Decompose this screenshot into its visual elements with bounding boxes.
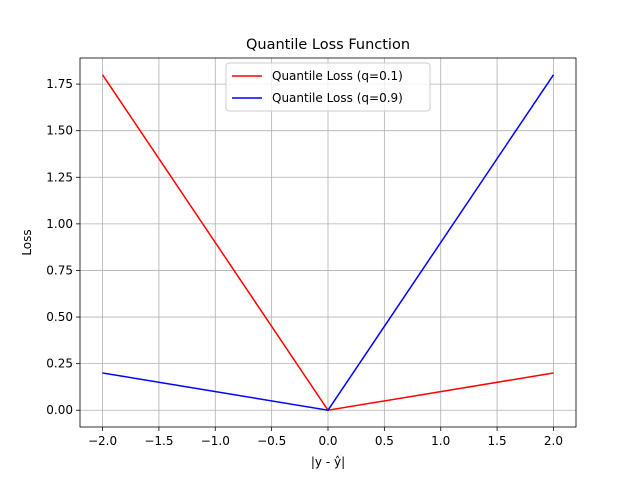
series-lines bbox=[101, 74, 555, 412]
x-tick-label: 0.0 bbox=[318, 434, 337, 448]
x-tick-label: 1.5 bbox=[488, 434, 507, 448]
x-tick-label: 1.0 bbox=[431, 434, 450, 448]
y-ticks: 0.00 0.25 0.50 0.75 1.00 1.25 1.50 1.75 bbox=[46, 77, 80, 417]
chart-title: Quantile Loss Function bbox=[246, 37, 410, 53]
x-tick-label: −1.0 bbox=[201, 434, 230, 448]
y-tick-label: 1.50 bbox=[46, 124, 73, 138]
y-tick-label: 0.75 bbox=[46, 263, 73, 277]
x-axis-label: |y - ŷ| bbox=[311, 455, 345, 469]
y-tick-label: 1.25 bbox=[46, 170, 73, 184]
legend-label-1: Quantile Loss (q=0.1) bbox=[272, 69, 403, 83]
x-tick-label: −1.5 bbox=[144, 434, 173, 448]
x-tick-label: −0.5 bbox=[257, 434, 286, 448]
y-tick-label: 1.00 bbox=[46, 217, 73, 231]
y-axis-label: Loss bbox=[20, 229, 34, 255]
x-tick-label: 0.5 bbox=[375, 434, 394, 448]
x-tick-label: 2.0 bbox=[544, 434, 563, 448]
legend-box bbox=[225, 62, 431, 112]
legend: Quantile Loss (q=0.1) Quantile Loss (q=0.… bbox=[225, 62, 431, 112]
series-line-2 bbox=[102, 74, 555, 412]
x-tick-label: −2.0 bbox=[88, 434, 117, 448]
y-tick-label: 1.75 bbox=[46, 77, 73, 91]
legend-label-2: Quantile Loss (q=0.9) bbox=[272, 91, 403, 105]
y-tick-label: 0.00 bbox=[46, 403, 73, 417]
y-tick-label: 0.25 bbox=[46, 357, 73, 371]
y-tick-label: 0.50 bbox=[46, 310, 73, 324]
x-ticks: −2.0 −1.5 −1.0 −0.5 0.0 0.5 1.0 1.5 2.0 bbox=[88, 427, 563, 448]
